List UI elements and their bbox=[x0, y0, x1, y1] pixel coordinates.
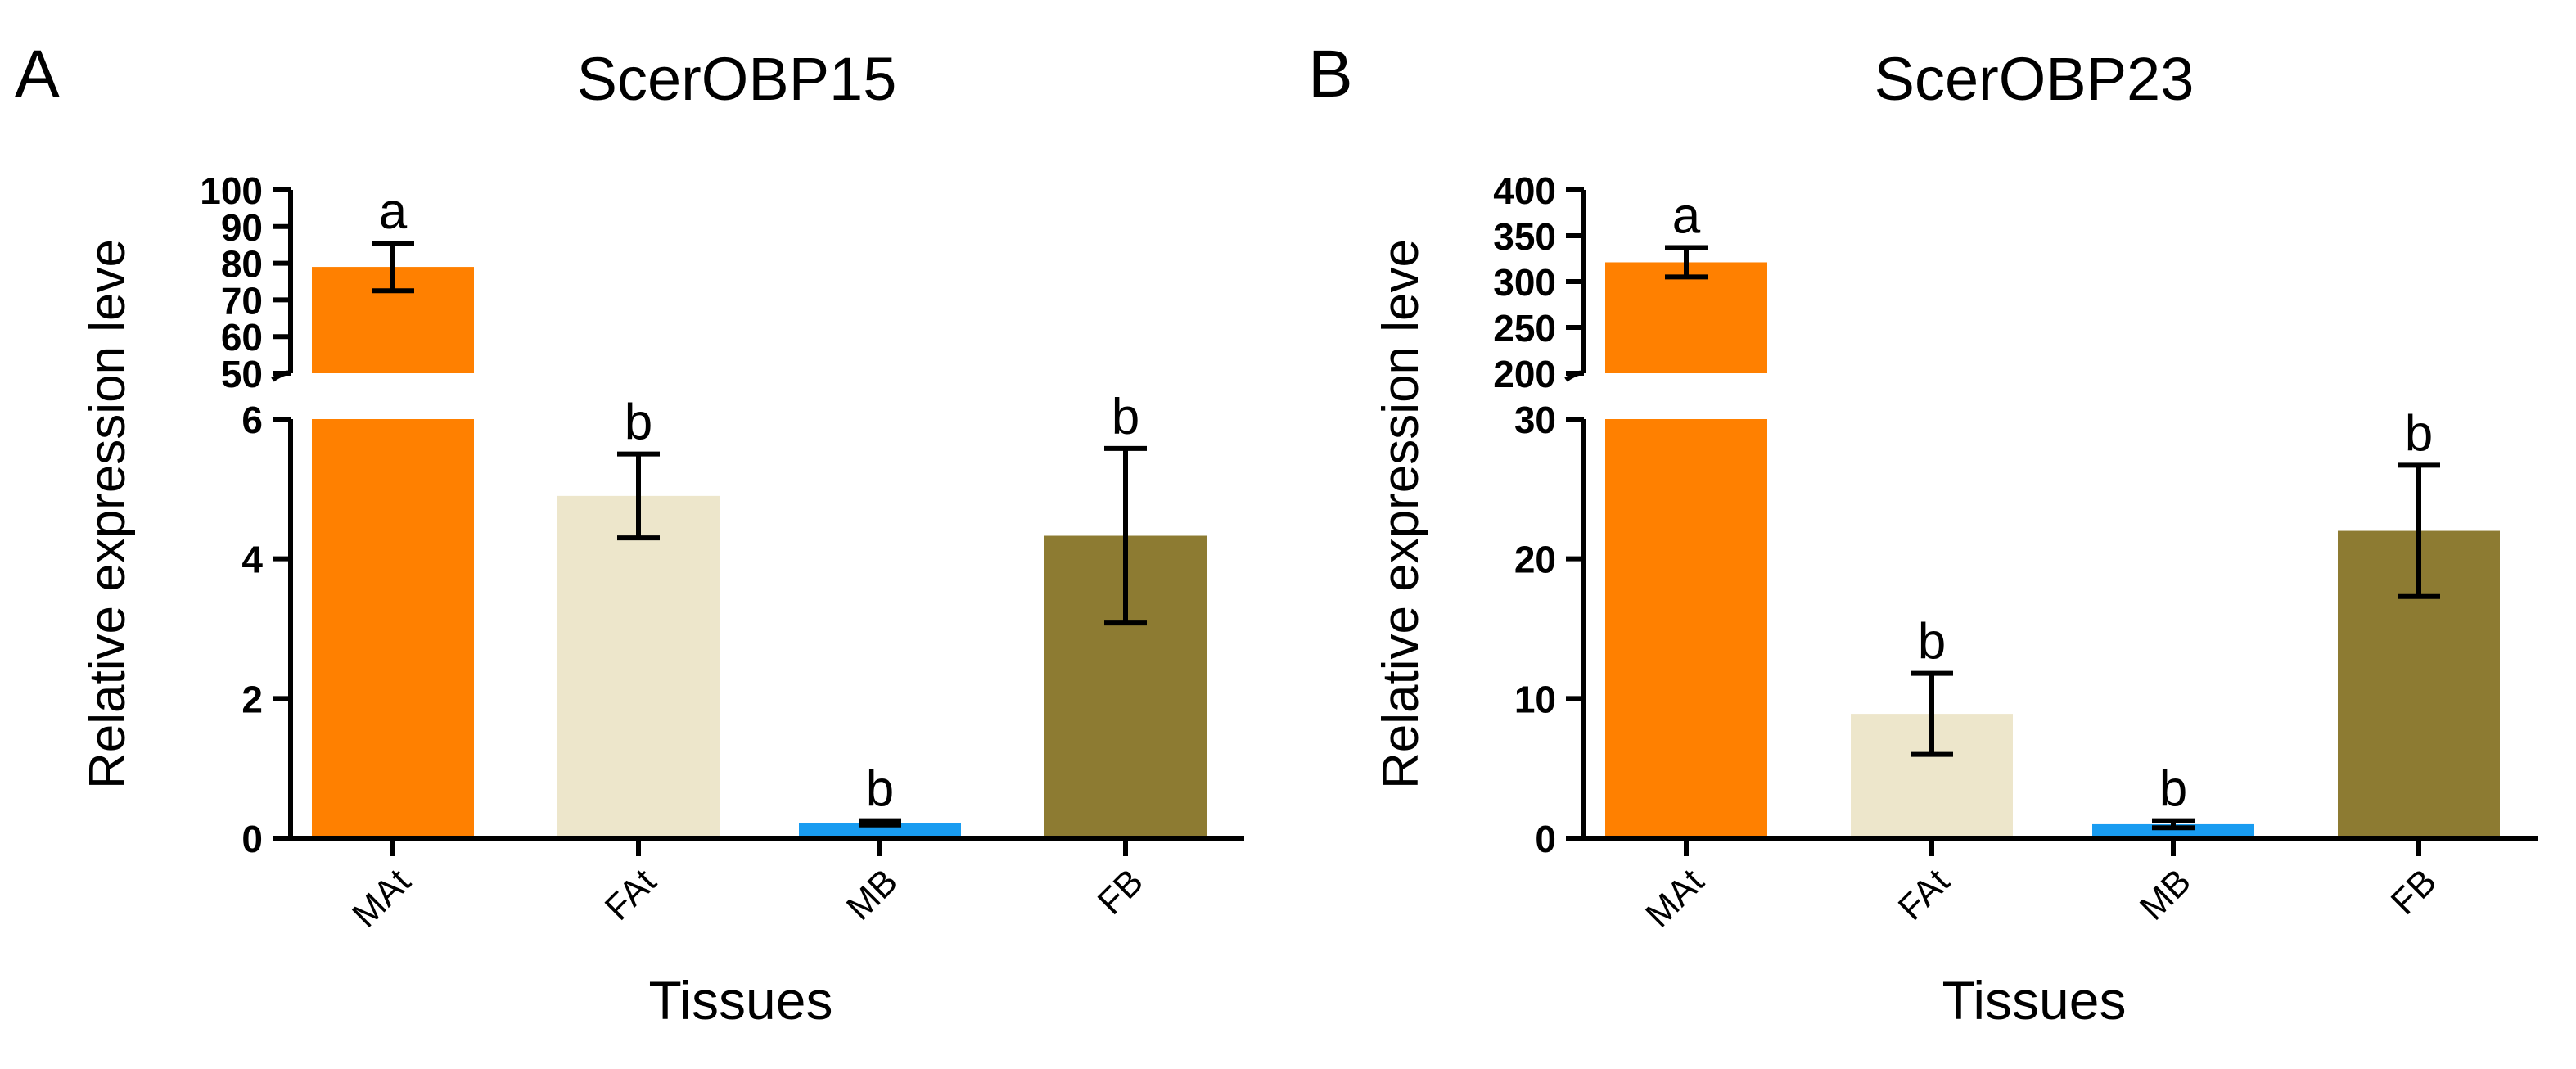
x-tick-label: MB bbox=[2132, 861, 2199, 927]
y-tick-label: 250 bbox=[1493, 307, 1556, 350]
y-tick-label: 6 bbox=[241, 399, 263, 441]
bar-MAt-lower bbox=[1605, 419, 1767, 838]
significance-letter: b bbox=[625, 395, 652, 451]
x-tick-label: FB bbox=[1090, 861, 1151, 922]
significance-letter: b bbox=[1918, 614, 1946, 670]
y-axis-label: Relative expression leve bbox=[1373, 239, 1429, 789]
y-axis-label: Relative expression leve bbox=[79, 239, 136, 789]
y-tick-label: 70 bbox=[221, 279, 263, 322]
y-tick-label: 300 bbox=[1493, 261, 1556, 304]
chart-title: ScerOBP15 bbox=[577, 45, 897, 113]
significance-letter: b bbox=[2159, 761, 2187, 818]
y-tick-label: 4 bbox=[241, 539, 263, 581]
bar-MB bbox=[799, 823, 961, 838]
panel-letter: B bbox=[1308, 37, 1353, 111]
chart-title: ScerOBP23 bbox=[1874, 45, 2195, 113]
y-tick-label: 2 bbox=[241, 678, 263, 720]
x-tick-label: MAt bbox=[1638, 861, 1712, 935]
bar-MAt-upper bbox=[1605, 262, 1767, 373]
y-tick-label: 400 bbox=[1493, 169, 1556, 212]
significance-letter: a bbox=[379, 183, 408, 240]
bar-MB bbox=[2092, 823, 2254, 838]
y-tick-label: 50 bbox=[221, 353, 263, 395]
significance-letter: b bbox=[2405, 405, 2433, 462]
x-tick-label: FAt bbox=[1891, 861, 1957, 927]
x-axis-label: Tissues bbox=[1942, 970, 2127, 1031]
y-tick-label: 90 bbox=[221, 206, 263, 249]
y-tick-label: 350 bbox=[1493, 215, 1556, 258]
bar-MAt-lower bbox=[312, 419, 474, 838]
y-tick-label: 10 bbox=[1514, 678, 1556, 720]
x-tick-label: FB bbox=[2384, 861, 2444, 922]
x-axis-label: Tissues bbox=[649, 970, 833, 1031]
x-tick-label: MAt bbox=[345, 861, 418, 935]
y-tick-label: 0 bbox=[241, 818, 263, 860]
y-tick-label: 20 bbox=[1514, 539, 1556, 581]
y-tick-label: 80 bbox=[221, 243, 263, 286]
bar-FAt bbox=[557, 495, 720, 838]
x-tick-label: MB bbox=[839, 861, 905, 927]
y-tick-label: 0 bbox=[1535, 818, 1556, 860]
y-tick-label: 30 bbox=[1514, 399, 1556, 441]
significance-letter: a bbox=[1672, 188, 1701, 245]
y-tick-label: 100 bbox=[200, 169, 263, 212]
y-tick-label: 200 bbox=[1493, 353, 1556, 395]
y-tick-label: 60 bbox=[221, 316, 263, 359]
significance-letter: b bbox=[1112, 389, 1139, 445]
x-tick-label: FAt bbox=[598, 861, 664, 927]
panel-letter: A bbox=[15, 37, 60, 111]
significance-letter: b bbox=[866, 761, 894, 818]
